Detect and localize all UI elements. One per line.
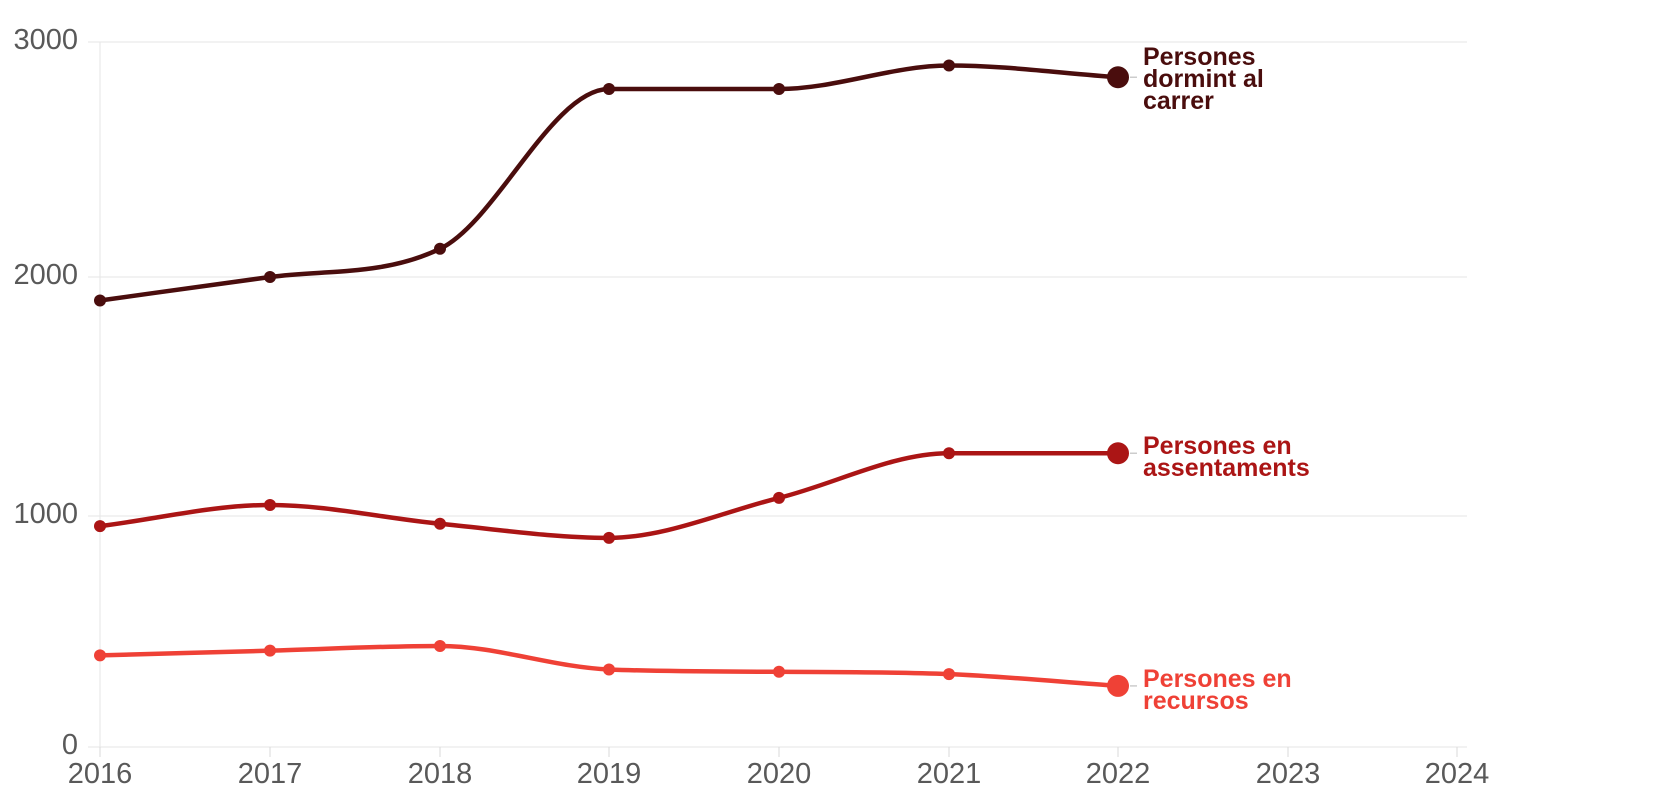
svg-text:2021: 2021 [917, 758, 982, 790]
svg-text:2022: 2022 [1086, 758, 1151, 790]
svg-text:2017: 2017 [238, 758, 303, 790]
svg-text:2023: 2023 [1256, 758, 1321, 790]
svg-text:0: 0 [62, 729, 78, 761]
svg-text:2024: 2024 [1425, 758, 1490, 790]
svg-text:2016: 2016 [68, 758, 133, 790]
svg-text:recursos: recursos [1143, 687, 1249, 715]
svg-text:1000: 1000 [13, 498, 78, 530]
svg-text:2000: 2000 [13, 259, 78, 291]
svg-text:carrer: carrer [1143, 87, 1214, 115]
svg-text:2019: 2019 [577, 758, 642, 790]
svg-text:2018: 2018 [408, 758, 473, 790]
svg-text:3000: 3000 [13, 24, 78, 56]
svg-text:2020: 2020 [747, 758, 812, 790]
svg-text:assentaments: assentaments [1143, 454, 1310, 482]
